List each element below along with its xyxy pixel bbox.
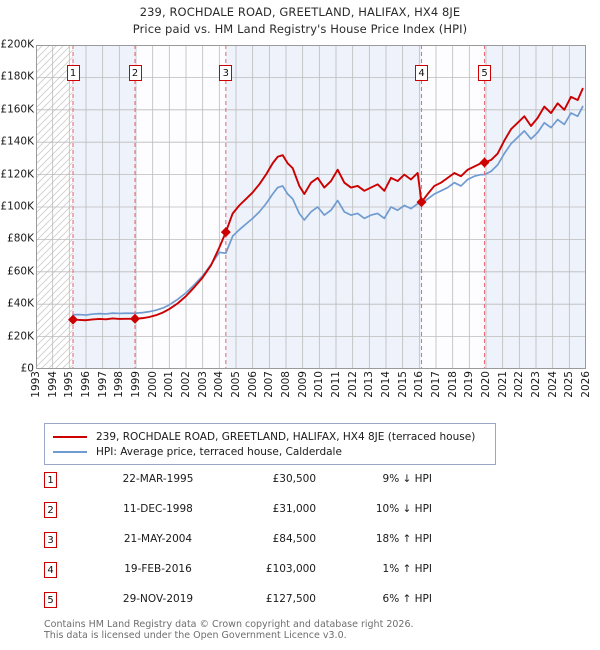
x-axis-tick-label: 1997 [96,371,109,398]
x-axis-tick-label: 2022 [513,371,526,398]
x-axis-tick-label: 1995 [63,371,76,398]
txn-index-badge: 4 [44,562,57,578]
txn-date: 19-FEB-2016 [124,563,192,575]
x-axis-tick-label: 2015 [396,371,409,398]
x-axis-tick-label: 2026 [580,371,592,398]
table-row[interactable]: 4 19-FEB-2016 £103,000 1% ↑ HPI [44,560,464,590]
txn-hpi-delta: 10% ↓ HPI [375,503,432,515]
chart-plot-area: 1 2 3 4 5 [36,45,586,369]
legend-item: HPI: Average price, terraced house, Cald… [53,444,487,459]
txn-price: £30,500 [272,473,316,485]
table-row[interactable]: 3 21-MAY-2004 £84,500 18% ↑ HPI [44,530,464,560]
title-address: 239, ROCHDALE ROAD, GREETLAND, HALIFAX, … [139,5,461,19]
footer-attribution: Contains HM Land Registry data © Crown c… [44,619,584,641]
x-axis-tick-label: 2016 [413,371,426,398]
page-title: 239, ROCHDALE ROAD, GREETLAND, HALIFAX, … [0,4,600,38]
y-axis-tick-label: £100K [0,200,34,213]
chart-marker-2[interactable]: 2 [128,65,142,81]
x-axis-tick-label: 2002 [180,371,192,398]
x-axis-tick-label: 1998 [113,371,126,398]
x-axis-tick-label: 2009 [296,371,309,398]
txn-index-badge: 5 [44,592,57,608]
x-axis-tick-label: 2011 [330,371,342,398]
chart-legend: 239, ROCHDALE ROAD, GREETLAND, HALIFAX, … [44,423,496,465]
x-axis-tick-label: 2017 [430,371,442,398]
table-row[interactable]: 1 22-MAR-1995 £30,500 9% ↓ HPI [44,470,464,500]
y-axis-tick-label: £180K [0,70,34,83]
x-axis-tick-label: 2006 [246,371,259,398]
x-axis-tick-label: 2019 [463,371,476,398]
y-axis-tick-label: £80K [7,232,34,245]
x-axis-tick-label: 2012 [346,371,359,398]
x-axis-tick-label: 2023 [530,371,542,398]
x-axis-tick-label: 2021 [496,371,509,398]
txn-index-badge: 1 [44,472,57,488]
x-axis-tick-label: 2020 [480,371,492,398]
txn-date: 22-MAR-1995 [122,473,194,485]
x-axis-tick-label: 1993 [30,371,42,398]
x-axis-tick-label: 1994 [46,371,59,398]
transactions-table: 1 22-MAR-1995 £30,500 9% ↓ HPI 2 11-DEC-1998 £… [44,470,464,620]
txn-price: £127,500 [265,593,316,605]
txn-date: 21-MAY-2004 [123,533,193,545]
x-axis-tick-label: 2004 [213,371,226,398]
table-row[interactable]: 2 11-DEC-1998 £31,000 10% ↓ HPI [44,500,464,530]
x-axis-tick-label: 2007 [263,371,276,398]
x-axis-tick-label: 2024 [546,371,559,398]
x-axis-tick-label: 2010 [313,371,326,398]
chart-marker-3[interactable]: 3 [219,65,233,81]
x-axis-tick-label: 2008 [280,371,292,398]
chart-marker-5[interactable]: 5 [478,65,491,81]
chart-svg [36,45,586,369]
txn-hpi-delta: 9% ↓ HPI [382,473,432,485]
y-axis-tick-label: £40K [7,297,34,310]
x-axis-tick-label: 2013 [363,371,376,398]
x-axis-tick-label: 1996 [80,371,92,398]
txn-hpi-delta: 18% ↑ HPI [375,533,432,545]
x-axis-tick-label: 1999 [130,371,142,398]
x-axis-tick-label: 2014 [380,371,392,398]
y-axis-labels: £0 £20K £40K £60K £80K £100K £120K £140K £160K £1… [0,39,34,374]
x-axis-tick-label: 2000 [146,371,159,398]
legend-swatch-price-paid [53,435,87,438]
txn-index-badge: 3 [44,532,57,548]
legend-swatch-hpi [53,450,87,453]
chart-marker-4[interactable]: 4 [415,65,428,81]
table-row[interactable]: 5 29-NOV-2019 £127,500 6% ↑ HPI [44,590,464,620]
y-axis-tick-label: £0 [20,362,34,375]
y-axis-tick-label: £60K [7,265,34,278]
title-subtitle: Price paid vs. HM Land Registry's House … [132,22,468,36]
y-axis-tick-label: £20K [7,330,34,343]
x-axis-tick-label: 2018 [446,371,459,398]
y-axis-tick-label: £160K [0,103,34,116]
footer-line-1: Contains HM Land Registry data © Crown c… [44,619,414,630]
txn-price: £103,000 [265,563,316,575]
txn-date: 11-DEC-1998 [123,503,193,515]
txn-price: £31,000 [272,503,316,515]
x-axis-tick-label: 2025 [563,371,576,398]
chart-marker-1[interactable]: 1 [66,65,80,81]
txn-index-badge: 2 [44,502,57,518]
footer-line-2: This data is licensed under the Open Gov… [44,630,347,641]
txn-hpi-delta: 1% ↑ HPI [382,563,432,575]
x-axis-tick-label: 2005 [230,371,242,398]
txn-date: 29-NOV-2019 [122,593,194,605]
txn-hpi-delta: 6% ↑ HPI [382,593,432,605]
x-axis-tick-label: 2001 [163,371,176,398]
y-axis-tick-label: £140K [0,135,34,148]
legend-item: 239, ROCHDALE ROAD, GREETLAND, HALIFAX, … [53,429,487,444]
legend-label-hpi: HPI: Average price, terraced house, Cald… [96,445,342,458]
txn-price: £84,500 [272,533,316,545]
legend-label-price-paid: 239, ROCHDALE ROAD, GREETLAND, HALIFAX, … [96,430,476,443]
y-axis-tick-label: £120K [0,168,34,181]
x-axis-labels: 1993 1994 1995 1996 1997 1998 1999 2000 2001 2002… [30,371,592,417]
x-axis-tick-label: 2003 [196,371,209,398]
y-axis-tick-label: £200K [0,38,34,51]
